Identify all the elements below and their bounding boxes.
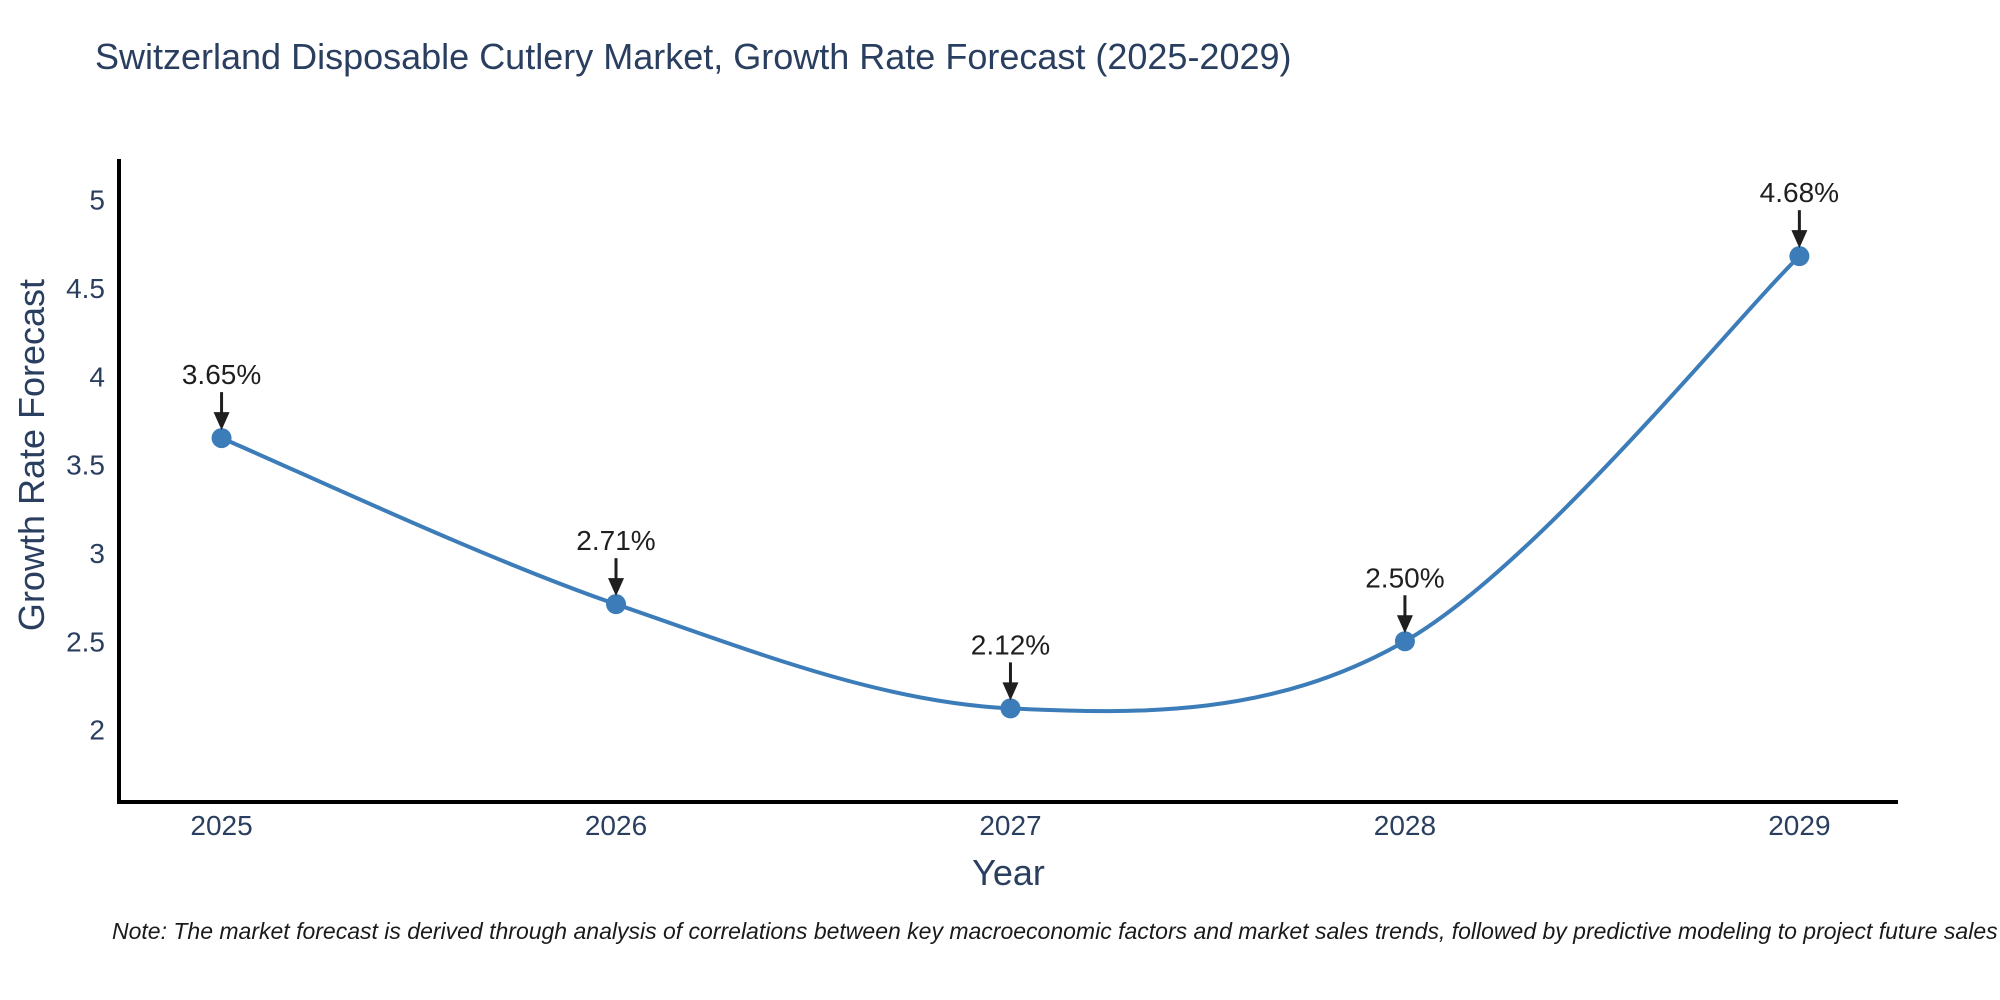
annotation-label: 4.68% xyxy=(1760,177,1839,208)
y-tick-label: 5 xyxy=(89,185,105,216)
annotation-arrowhead-icon xyxy=(213,412,230,431)
annotation-label: 3.65% xyxy=(182,359,261,390)
data-point-marker[interactable] xyxy=(1394,631,1415,652)
y-tick-label: 3.5 xyxy=(66,450,105,481)
y-axis-title: Growth Rate Forecast xyxy=(11,278,52,632)
annotation-label: 2.50% xyxy=(1365,562,1444,593)
chart-title: Switzerland Disposable Cutlery Market, G… xyxy=(95,36,1292,77)
annotation-arrowhead-icon xyxy=(1396,615,1413,634)
x-tick-label: 2028 xyxy=(1374,810,1436,841)
y-tick-label: 4 xyxy=(89,361,105,392)
x-axis-title: Year xyxy=(972,852,1045,893)
annotation-label: 2.71% xyxy=(576,525,655,556)
y-tick-label: 4.5 xyxy=(66,273,105,304)
footnote: Note: The market forecast is derived thr… xyxy=(112,918,1998,944)
annotation-label: 2.12% xyxy=(971,629,1050,660)
data-point-marker[interactable] xyxy=(1789,246,1810,267)
x-tick-label: 2029 xyxy=(1768,810,1830,841)
data-point-marker[interactable] xyxy=(211,428,232,449)
data-point-marker[interactable] xyxy=(606,594,627,615)
x-tick-label: 2027 xyxy=(979,810,1041,841)
x-tick-label: 2026 xyxy=(585,810,647,841)
annotation-arrowhead-icon xyxy=(1791,230,1808,249)
annotation-arrowhead-icon xyxy=(1002,682,1019,701)
x-tick-label: 2025 xyxy=(190,810,252,841)
y-tick-label: 2.5 xyxy=(66,626,105,657)
y-tick-label: 3 xyxy=(89,538,105,569)
data-point-marker[interactable] xyxy=(1000,698,1021,719)
annotation-arrowhead-icon xyxy=(608,578,625,597)
y-tick-label: 2 xyxy=(89,715,105,746)
